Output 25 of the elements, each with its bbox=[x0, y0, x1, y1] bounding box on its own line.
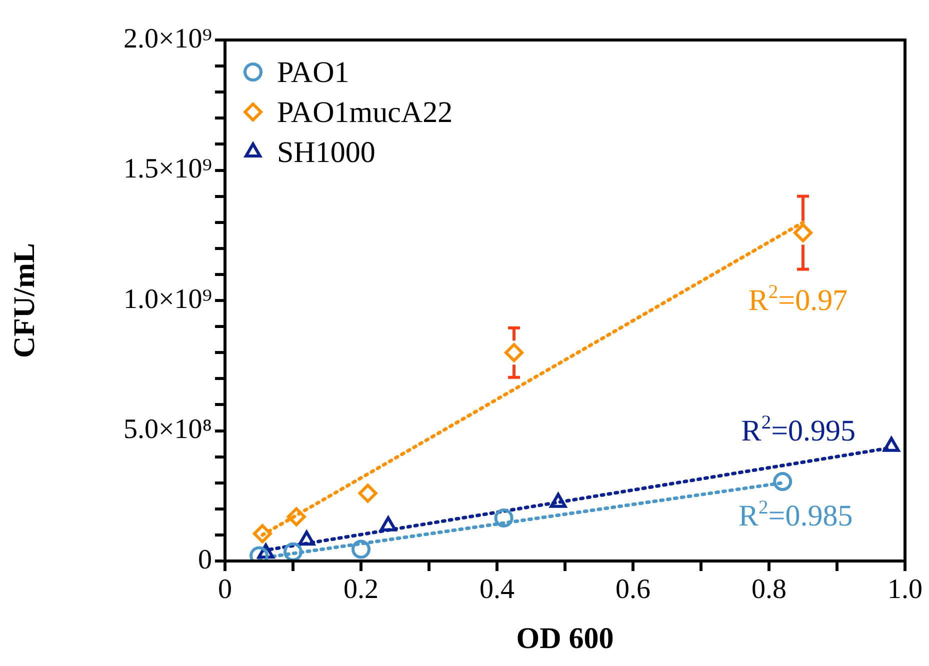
point bbox=[773, 472, 792, 492]
y-tick-label: 2.0×10⁹ bbox=[123, 23, 212, 54]
point bbox=[352, 540, 370, 559]
point bbox=[284, 542, 302, 561]
y-tick-label: 5.0×10⁸ bbox=[123, 414, 212, 446]
x-tick-label: 0.6 bbox=[616, 574, 650, 606]
y-tick-label: 1.5×10⁹ bbox=[123, 154, 212, 185]
point bbox=[358, 484, 378, 503]
point bbox=[504, 343, 524, 362]
legend-label: PAO1 bbox=[277, 56, 350, 89]
point bbox=[252, 524, 272, 544]
y-tick-label: 0 bbox=[198, 544, 212, 576]
point bbox=[494, 508, 514, 528]
x-tick-label: 0.8 bbox=[752, 574, 786, 606]
legend-label: PAO1mucA22 bbox=[277, 96, 453, 129]
y-tick-label: 1.0×10⁹ bbox=[123, 284, 212, 315]
x-tick-label: 0.2 bbox=[344, 574, 378, 606]
y-axis-title: CFU/mL bbox=[8, 243, 41, 358]
point bbox=[794, 223, 812, 242]
x-axis-title: OD 600 bbox=[516, 622, 614, 655]
x-tick-label: 0 bbox=[218, 574, 232, 606]
x-tick-label: 0.4 bbox=[480, 574, 514, 606]
legend-label: SH1000 bbox=[277, 136, 376, 169]
x-tick-label: 1.0 bbox=[888, 574, 922, 606]
point bbox=[286, 507, 306, 526]
